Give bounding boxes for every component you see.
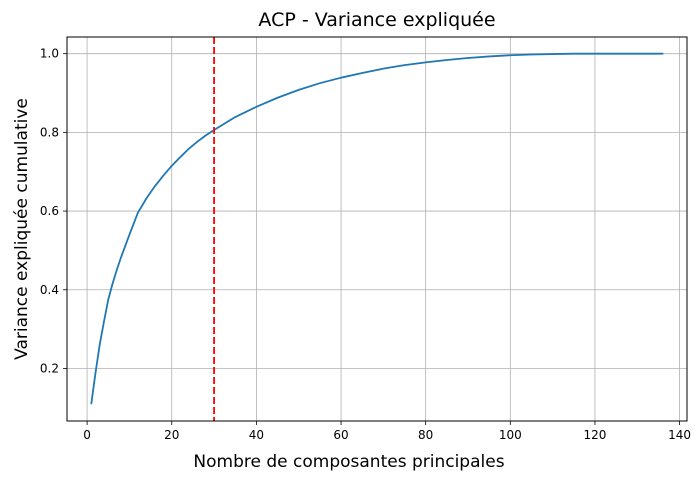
x-tick-label: 80: [418, 428, 433, 442]
plot-frame: [66, 36, 688, 422]
y-axis-label: Variance expliquée cumulative: [12, 98, 32, 360]
y-tick-label: 0.2: [40, 361, 59, 375]
variance-curve: [90, 52, 664, 405]
x-axis-label: Nombre de composantes principales: [193, 452, 504, 472]
x-tick-label: 120: [583, 428, 606, 442]
y-tick-label: 0.4: [40, 283, 59, 297]
x-tick-label: 20: [164, 428, 179, 442]
y-tick-label: 1.0: [40, 47, 59, 61]
x-tick-label: 100: [499, 428, 522, 442]
chart-title: ACP - Variance expliquée: [258, 9, 495, 31]
x-tick-label: 140: [668, 428, 691, 442]
x-tick-label: 40: [249, 428, 264, 442]
ticks: 0 20 40 60 80 100 120 140 0.2 0.4 0.6 0.8 1.0: [40, 47, 691, 442]
x-tick-label: 60: [333, 428, 348, 442]
y-tick-label: 0.6: [40, 204, 59, 218]
plot-data: [90, 37, 664, 421]
x-tick-label: 0: [83, 428, 91, 442]
y-tick-label: 0.8: [40, 125, 59, 139]
